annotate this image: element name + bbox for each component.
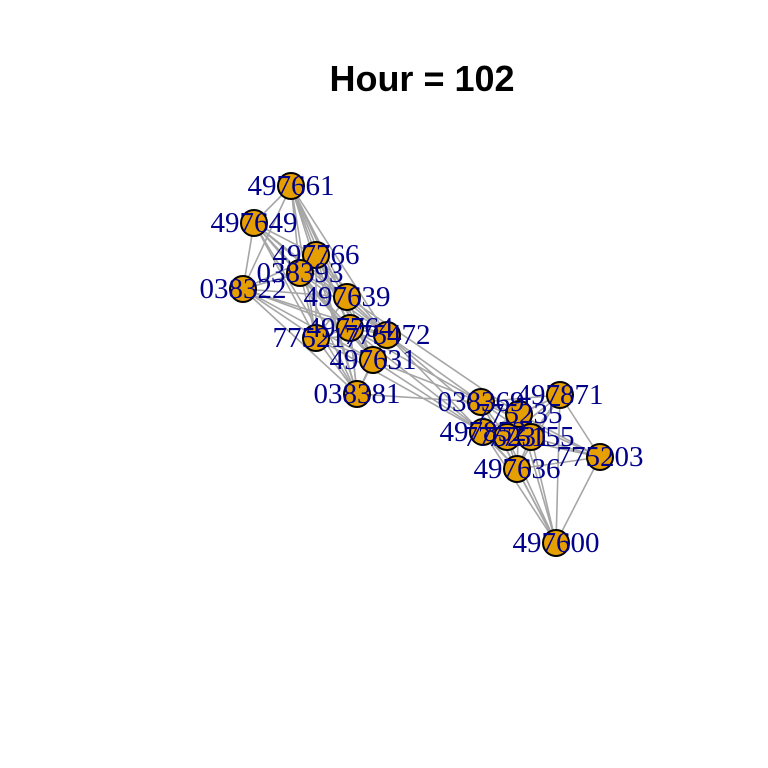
node-497600 [542,529,570,557]
node-label-775155: 775155 [488,421,575,453]
node-label-497766: 497766 [273,239,360,271]
edge-497764-497852 [349,327,484,433]
node-038369 [467,388,495,416]
node-layer [229,172,614,557]
node-label-038322: 038322 [200,273,287,305]
plot-title: Hour = 102 [329,58,515,99]
node-label-497764: 497764 [307,312,395,344]
edge-038322-038381 [242,288,358,395]
node-label-497871: 497871 [517,379,604,411]
node-label-775472: 775472 [344,319,431,351]
edge-775217-497852 [315,337,484,433]
node-label-775231: 775231 [464,421,551,453]
node-label-497600: 497600 [513,527,600,559]
node-label-775217: 775217 [273,322,360,354]
node-038322 [229,275,257,303]
edge-775472-038369 [386,334,482,403]
node-775217 [302,324,330,352]
node-775472 [373,321,401,349]
edge-497764-038369 [349,327,482,403]
node-label-775235: 775235 [476,398,563,430]
edge-497649-775217 [253,222,317,339]
node-497871 [546,381,574,409]
edge-497631-038369 [372,359,482,403]
edge-497871-497600 [555,394,561,544]
node-label-038381: 038381 [314,378,401,410]
edge-775155-497600 [530,436,557,544]
edge-497649-775472 [253,222,388,336]
node-label-775203: 775203 [557,441,644,473]
node-497764 [336,314,364,342]
edge-497852-497600 [482,431,557,544]
node-label-497661: 497661 [248,170,335,202]
edge-775235-775203 [518,413,601,458]
edge-497631-497852 [372,359,484,433]
edge-038381-038369 [356,393,482,403]
node-775155 [517,423,545,451]
node-497631 [359,346,387,374]
node-label-038393: 038393 [257,257,344,289]
edge-775231-497600 [506,436,557,544]
node-497636 [503,455,531,483]
edge-497661-775472 [290,185,388,336]
node-497766 [302,241,330,269]
node-497661 [277,172,305,200]
node-775235 [505,400,533,428]
node-label-497649: 497649 [211,207,298,239]
node-label-497852: 497852 [440,416,527,448]
node-497649 [240,209,268,237]
node-label-038369: 038369 [438,386,525,418]
edge-038322-497631 [242,288,374,361]
node-038381 [343,380,371,408]
edge-038322-497639 [242,288,348,298]
node-label-497631: 497631 [330,344,417,376]
edge-038393-497631 [299,272,374,361]
node-label-497636: 497636 [474,453,561,485]
node-label-497639: 497639 [304,281,391,313]
edge-775203-497600 [555,456,601,544]
edge-038322-775217 [242,288,317,339]
node-038393 [286,259,314,287]
node-497639 [333,283,361,311]
edge-775472-497636 [386,334,518,470]
node-775203 [586,443,614,471]
